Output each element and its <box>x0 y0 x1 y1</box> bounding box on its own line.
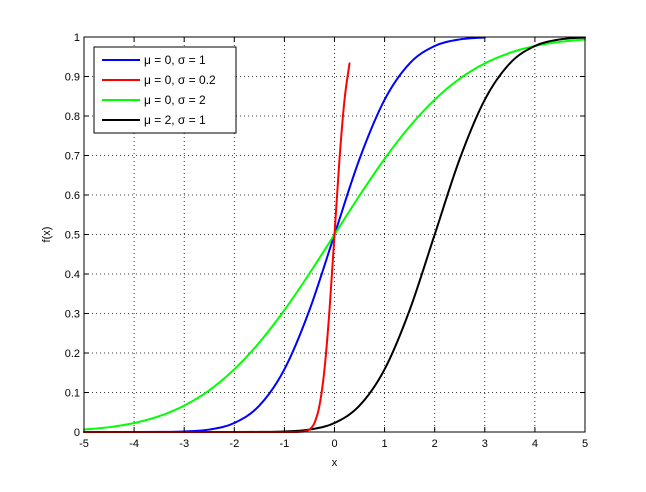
y-tick-label: 0.2 <box>65 348 80 360</box>
y-tick-label: 0.1 <box>65 388 80 400</box>
x-tick-label: -2 <box>229 438 239 450</box>
x-tick-label: 2 <box>432 438 438 450</box>
y-tick-label: 0.5 <box>65 230 80 242</box>
y-tick-labels: 0 0.1 0.2 0.3 0.4 0.5 0.6 0.7 0.8 0.9 1 <box>65 32 80 439</box>
legend-entry-label: μ = 0, σ = 1 <box>144 53 206 67</box>
axis-ticks <box>83 36 586 433</box>
y-tick-label: 0.6 <box>65 190 80 202</box>
y-axis-label: f(x) <box>41 227 53 243</box>
x-tick-label: -4 <box>129 438 139 450</box>
x-tick-label: 3 <box>482 438 488 450</box>
x-axis-label: x <box>332 457 338 469</box>
y-tick-label: 0.3 <box>65 309 80 321</box>
y-tick-label: 1 <box>74 32 80 44</box>
y-tick-label: 0.9 <box>65 72 80 84</box>
legend-box <box>93 46 237 134</box>
x-tick-label: -1 <box>280 438 290 450</box>
y-tick-label: 0.4 <box>65 269 80 281</box>
y-tick-label: 0.8 <box>65 111 80 123</box>
x-tick-label: 0 <box>331 438 337 450</box>
x-tick-label: 4 <box>532 438 538 450</box>
y-tick-label: 0.7 <box>65 151 80 163</box>
x-tick-label: -3 <box>179 438 189 450</box>
y-tick-label: 0 <box>74 427 80 439</box>
x-tick-label: -5 <box>79 438 89 450</box>
x-tick-labels: -5 -4 -3 -2 -1 0 1 2 3 4 5 <box>79 438 588 450</box>
legend-entry-label: μ = 0, σ = 0.2 <box>144 73 216 87</box>
legend-entry-label: μ = 2, σ = 1 <box>144 113 206 127</box>
legend: μ = 0, σ = 1 μ = 0, σ = 0.2 μ = 0, σ = 2 μ … <box>93 46 237 134</box>
x-tick-label: 1 <box>382 438 388 450</box>
x-tick-label: 5 <box>582 438 588 450</box>
legend-entry-label: μ = 0, σ = 2 <box>144 93 206 107</box>
